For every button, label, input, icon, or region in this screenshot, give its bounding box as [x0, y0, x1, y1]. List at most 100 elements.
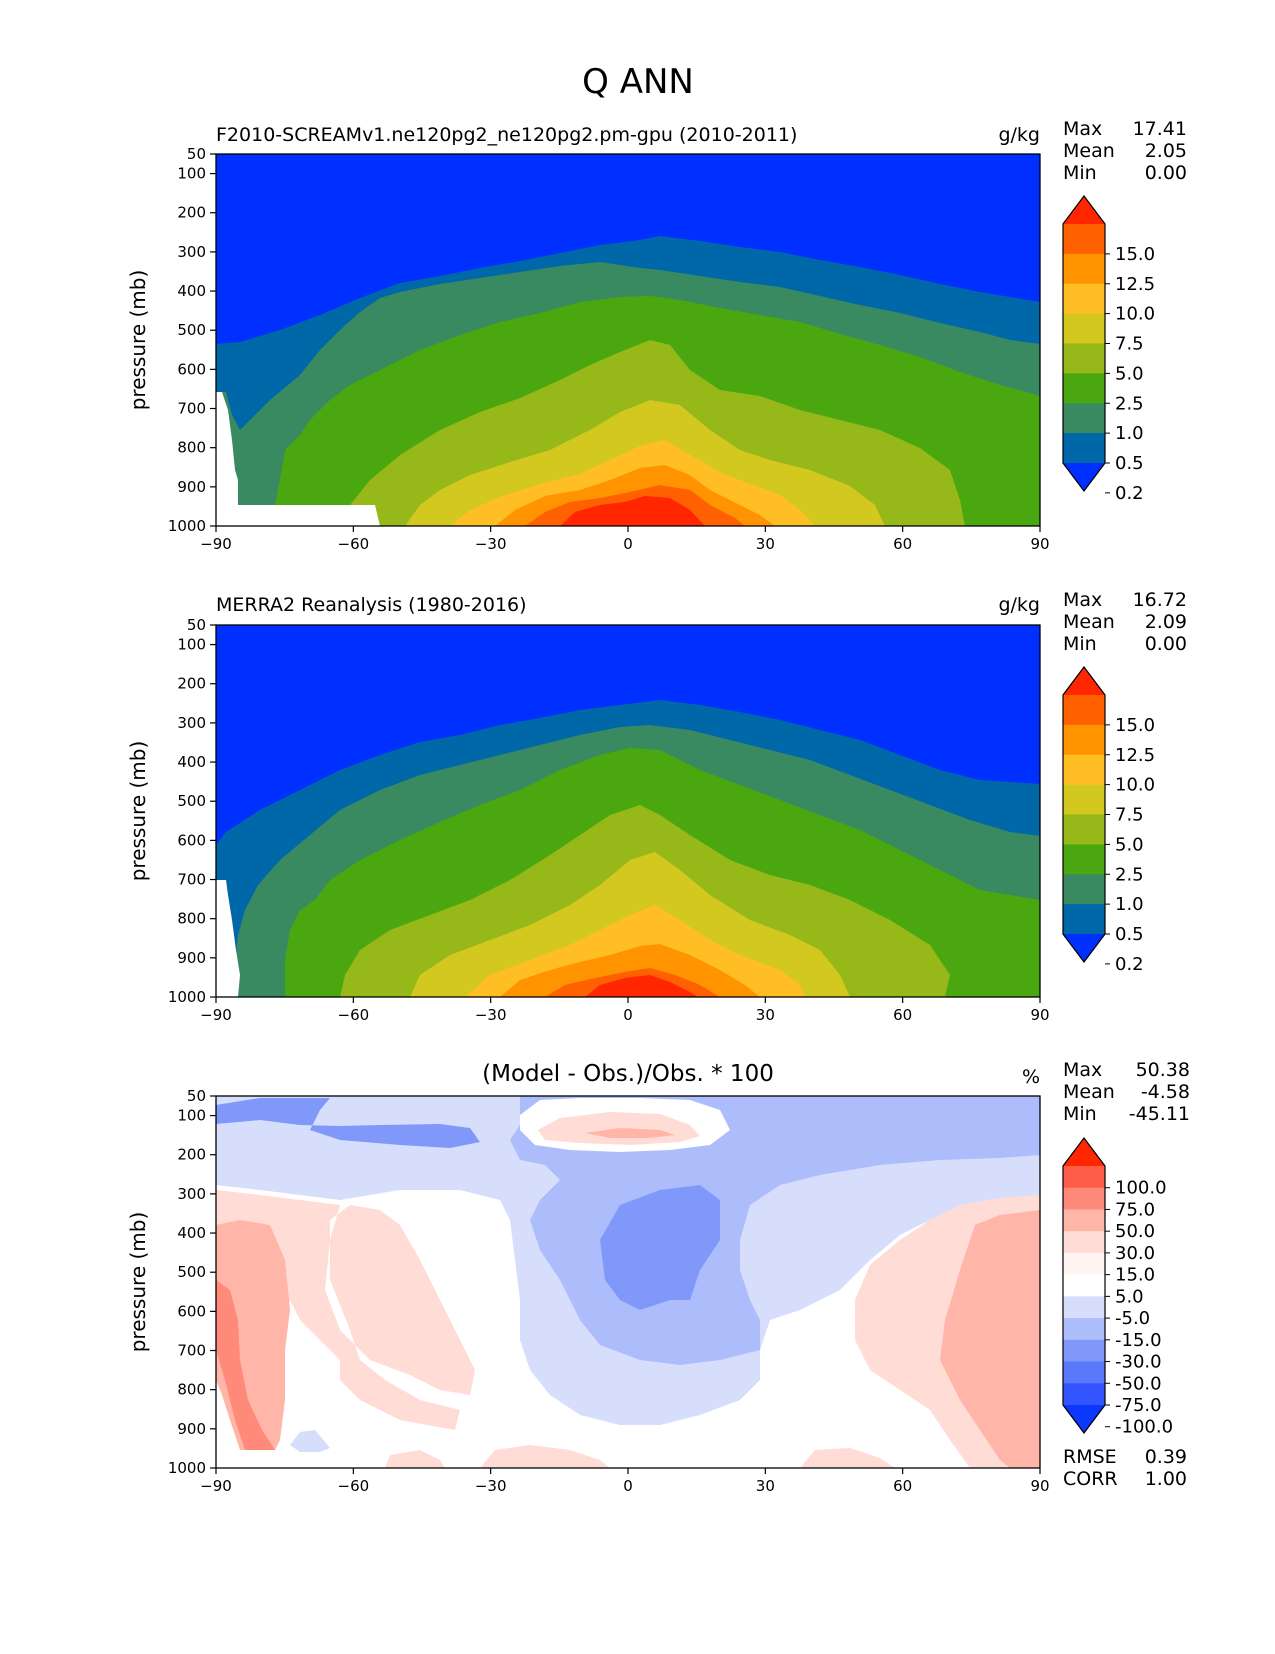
y-tick-label: 100: [177, 1107, 206, 1125]
colorbar-segment: [1063, 874, 1105, 905]
model-panel: F2010-SCREAMv1.ne120pg2_ne120pg2.pm-gpu …: [126, 118, 1187, 553]
y-tick-label: 500: [177, 1263, 206, 1281]
diff-metrics: RMSE 0.39 CORR 1.00: [1063, 1446, 1187, 1490]
diff-band-30-50: [216, 1280, 275, 1450]
colorbar-segment: [1063, 1318, 1105, 1341]
colorbar-segment: [1063, 1231, 1105, 1254]
model-max-value: 17.41: [1133, 118, 1187, 140]
colorbar-label: -100.0: [1115, 1417, 1173, 1438]
y-tick-label: 1000: [168, 517, 206, 535]
model-mean-value: 2.05: [1145, 140, 1187, 162]
obs-max-label: Max: [1063, 589, 1102, 611]
corr-value: 1.00: [1145, 1468, 1187, 1490]
y-tick-label: 400: [177, 282, 206, 300]
model-ylabel: pressure (mb): [126, 270, 150, 411]
diff-band-minus30-minus50: [216, 1098, 480, 1148]
colorbar-label: 5.0: [1115, 834, 1144, 855]
colorbar-extend-max: [1063, 667, 1105, 695]
colorbar-segment: [1063, 1252, 1105, 1276]
x-tick-label: −90: [200, 535, 232, 553]
x-tick-label: 60: [893, 1477, 912, 1495]
colorbar-label: 0.5: [1115, 453, 1144, 474]
colorbar-segment: [1063, 224, 1105, 255]
colorbar-segment: [1063, 695, 1105, 726]
x-tick-label: 60: [893, 1006, 912, 1024]
colorbar-label: 12.5: [1115, 274, 1155, 295]
y-tick-label: 300: [177, 243, 206, 261]
model-panel-title: F2010-SCREAMv1.ne120pg2_ne120pg2.pm-gpu …: [216, 124, 797, 146]
x-tick-label: 30: [756, 1477, 775, 1495]
colorbar-segment: [1063, 313, 1105, 344]
colorbar-segment: [1063, 1383, 1105, 1406]
y-tick-label: 500: [177, 321, 206, 339]
obs-colorbar: 15.0 12.5 10.0 7.5 5.0 2.5 1.0 0.5 0.2: [1062, 666, 1155, 975]
diff-max-value: 50.38: [1136, 1059, 1190, 1081]
colorbar-label: 0.2: [1115, 954, 1144, 975]
colorbar-segment: [1063, 253, 1105, 285]
y-tick-label: 100: [177, 636, 206, 654]
colorbar-segment: [1063, 1361, 1105, 1384]
diff-band-minus30-minus50: [600, 1185, 720, 1310]
model-contour-field: [216, 154, 1040, 526]
colorbar-extend-min: [1063, 934, 1105, 962]
colorbar-label: 0.5: [1115, 924, 1144, 945]
colorbar-label: 5.0: [1115, 363, 1144, 384]
x-tick-label: −90: [200, 1006, 232, 1024]
colorbar-extend-max: [1063, 1138, 1105, 1166]
colorbar-segment: [1063, 724, 1105, 756]
diff-band-5-15: [480, 1445, 610, 1468]
obs-units: g/kg: [998, 594, 1040, 616]
diff-band-minus5-minus15: [290, 1430, 330, 1452]
colorbar-outline: [1062, 1137, 1106, 1434]
diff-ylabel: pressure (mb): [126, 1212, 150, 1353]
y-tick-label: 900: [177, 478, 206, 496]
colorbar-label: 1.0: [1115, 894, 1144, 915]
colorbar-label: 12.5: [1115, 745, 1155, 766]
colorbar-label: 10.0: [1115, 304, 1155, 325]
obs-ylabel: pressure (mb): [126, 741, 150, 882]
y-tick-label: 800: [177, 910, 206, 928]
y-tick-label: 900: [177, 949, 206, 967]
colorbar-segment: [1063, 904, 1105, 935]
colorbar-segment: [1063, 403, 1105, 434]
colorbar-segment: [1063, 754, 1105, 786]
y-tick-label: 500: [177, 792, 206, 810]
colorbar-label: 50.0: [1115, 1221, 1155, 1242]
colorbar-segment: [1063, 343, 1105, 374]
diff-stats: Max 50.38 Mean -4.58 Min -45.11: [1063, 1059, 1190, 1125]
diff-colorbar: 100.075.050.030.015.05.0-5.0-15.0-30.0-5…: [1062, 1137, 1173, 1438]
diff-missing-data: [216, 1380, 240, 1450]
diff-band-15-30: [940, 1210, 1040, 1468]
diff-units: %: [1022, 1066, 1040, 1088]
obs-panel: MERRA2 Reanalysis (1980-2016) g/kg press…: [126, 589, 1187, 1024]
y-tick-label: 900: [177, 1420, 206, 1438]
diff-min-label: Min: [1063, 1103, 1097, 1125]
x-tick-label: 30: [756, 1006, 775, 1024]
y-tick-label: 1000: [168, 988, 206, 1006]
colorbar-label: 0.2: [1115, 483, 1144, 504]
colorbar-label: 2.5: [1115, 864, 1144, 885]
colorbar-segment: [1063, 1296, 1105, 1319]
colorbar-label: 15.0: [1115, 715, 1155, 736]
colorbar-label: -15.0: [1115, 1330, 1162, 1351]
y-tick-label: 300: [177, 1185, 206, 1203]
y-tick-label: 800: [177, 1381, 206, 1399]
model-stats: Max 17.41 Mean 2.05 Min 0.00: [1063, 118, 1187, 184]
obs-mean-value: 2.09: [1145, 611, 1187, 633]
colorbar-label: 1.0: [1115, 423, 1144, 444]
x-tick-label: −30: [475, 1006, 507, 1024]
colorbar-segment: [1063, 433, 1105, 464]
colorbar-outline: [1062, 666, 1106, 963]
y-tick-label: 400: [177, 1224, 206, 1242]
y-tick-label: 400: [177, 753, 206, 771]
model-max-label: Max: [1063, 118, 1102, 140]
obs-max-value: 16.72: [1133, 589, 1187, 611]
y-tick-label: 600: [177, 1302, 206, 1320]
diff-panel-title: (Model - Obs.)/Obs. * 100: [482, 1061, 774, 1087]
diff-mean-value: -4.58: [1141, 1081, 1190, 1103]
y-tick-label: 300: [177, 714, 206, 732]
q-band-gt-15.0: [585, 975, 698, 997]
diff-band-5-15: [800, 1448, 895, 1468]
y-tick-label: 700: [177, 1342, 206, 1360]
